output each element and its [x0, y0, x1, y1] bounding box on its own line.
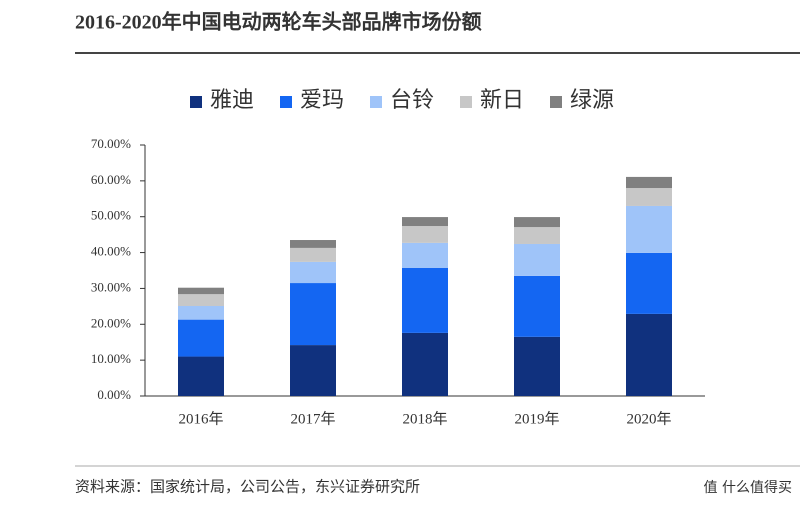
y-tick-label: 30.00%: [91, 279, 131, 294]
watermark: 值 什么值得买: [704, 479, 792, 496]
bar-segment: [626, 188, 672, 206]
bar-segment: [178, 294, 224, 306]
y-tick-label: 50.00%: [91, 208, 131, 223]
bar-segment: [290, 345, 336, 396]
bar-segment: [402, 242, 448, 268]
source-note: 资料来源：国家统计局，公司公告，东兴证券研究所: [75, 478, 420, 495]
bar-segment: [290, 283, 336, 346]
y-tick-label: 60.00%: [91, 172, 131, 187]
legend-label: 新日: [480, 87, 524, 112]
bar-segment: [626, 252, 672, 314]
bar-segment: [514, 243, 560, 276]
y-tick-label: 70.00%: [91, 136, 131, 151]
legend-swatch: [370, 96, 382, 108]
legend-swatch: [190, 96, 202, 108]
x-tick-label: 2017年: [290, 410, 335, 427]
x-tick-label: 2020年: [626, 410, 671, 427]
bar-segment: [514, 217, 560, 228]
y-tick-label: 20.00%: [91, 315, 131, 330]
bar-segment: [402, 226, 448, 243]
y-tick-label: 40.00%: [91, 244, 131, 259]
bar-segment: [178, 319, 224, 357]
bar-segment: [514, 336, 560, 396]
bar-segment: [626, 313, 672, 396]
x-tick-label: 2018年: [402, 410, 447, 427]
legend-swatch: [280, 96, 292, 108]
bar-segment: [290, 240, 336, 248]
bar-segment: [290, 261, 336, 284]
bar-segment: [626, 205, 672, 253]
legend-swatch: [550, 96, 562, 108]
legend-label: 绿源: [570, 87, 614, 112]
legend-swatch: [460, 96, 472, 108]
bar-segment: [626, 176, 672, 189]
chart-title: 2016-2020年中国电动两轮车头部品牌市场份额: [75, 10, 482, 34]
x-tick-label: 2016年: [178, 410, 223, 427]
bar-segment: [178, 356, 224, 396]
legend-label: 爱玛: [300, 87, 344, 112]
bar-segment: [178, 287, 224, 295]
legend-label: 台铃: [390, 87, 434, 112]
bar-segment: [514, 227, 560, 244]
bar-segment: [290, 247, 336, 262]
x-tick-label: 2019年: [514, 410, 559, 427]
y-tick-label: 0.00%: [97, 387, 131, 402]
bar-segment: [402, 332, 448, 396]
bar-segment: [402, 217, 448, 227]
legend-label: 雅迪: [210, 87, 254, 112]
y-tick-label: 10.00%: [91, 351, 131, 366]
bar-segment: [402, 267, 448, 333]
bar-segment: [178, 305, 224, 320]
bar-segment: [514, 275, 560, 337]
